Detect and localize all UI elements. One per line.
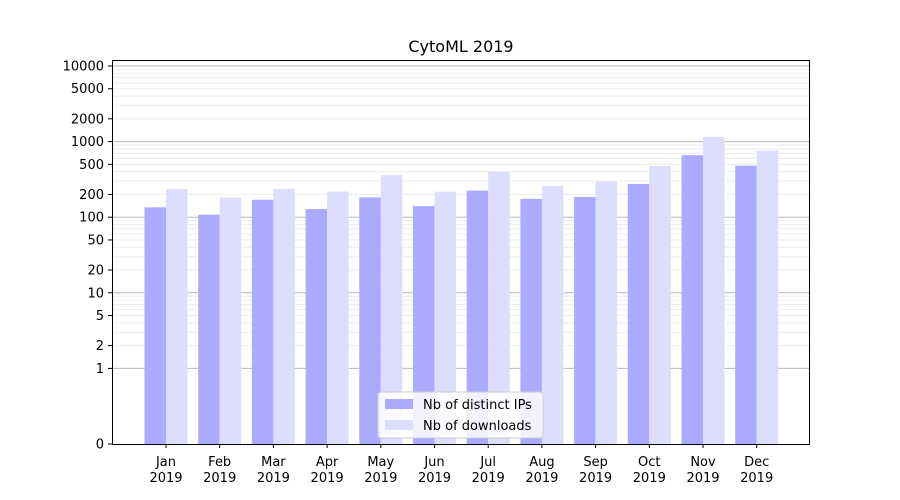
bar-downloads	[434, 191, 456, 444]
legend-box	[377, 391, 544, 439]
y-tick-label: 200	[79, 188, 104, 203]
legend: Nb of distinct IPs Nb of downloads	[377, 391, 544, 439]
x-tick-label: Dec 2019	[740, 455, 773, 486]
bar-downloads	[488, 171, 510, 444]
bar-distinct-ips	[520, 198, 542, 444]
bar-distinct-ips	[413, 206, 435, 444]
legend-label: Nb of distinct IPs	[423, 398, 532, 413]
x-tick-label: Feb 2019	[203, 455, 236, 486]
legend-label: Nb of downloads	[423, 419, 532, 434]
bar-distinct-ips	[359, 197, 381, 444]
y-tick-label: 20	[87, 264, 104, 279]
y-tick-label: 1	[96, 362, 104, 377]
y-tick-label: 100	[79, 211, 104, 226]
y-tick-label: 1000	[71, 135, 104, 150]
y-tick-label: 10	[87, 286, 104, 301]
bar-distinct-ips	[144, 207, 166, 444]
y-tick-label: 10000	[63, 59, 104, 74]
bars	[144, 136, 779, 445]
y-axis: 0 1 2 5 10 20 50 100 200 500 1000 2000 5000 10000	[63, 59, 112, 453]
bar-downloads	[541, 186, 564, 445]
bar-distinct-ips	[305, 209, 328, 444]
bar-distinct-ips	[735, 165, 757, 444]
bar-distinct-ips	[681, 155, 703, 444]
plot-frame	[112, 60, 810, 445]
x-tick-label: Nov 2019	[686, 455, 719, 486]
y-tick-label: 50	[87, 233, 104, 248]
bar-downloads	[756, 150, 779, 445]
y-tick-label: 5000	[71, 82, 104, 97]
x-tick-label: Aug 2019	[525, 455, 558, 486]
bar-distinct-ips	[198, 214, 220, 444]
x-tick-label: Sep 2019	[579, 455, 612, 486]
x-tick-label: Oct 2019	[633, 455, 666, 486]
legend-swatch	[385, 420, 413, 430]
bar-downloads	[380, 175, 403, 445]
bar-distinct-ips	[466, 190, 489, 444]
x-tick-label: Jun 2019	[418, 455, 451, 486]
x-tick-label: May 2019	[364, 455, 397, 486]
bar-downloads	[327, 191, 349, 444]
bar-downloads	[595, 181, 618, 444]
bar-downloads	[219, 197, 242, 444]
chart-title: CytoML 2019	[408, 37, 513, 56]
bar-downloads	[166, 189, 188, 444]
x-tick-label: Jan 2019	[149, 455, 182, 486]
bar-distinct-ips	[251, 199, 274, 444]
legend-swatch	[385, 399, 413, 409]
bar-distinct-ips	[574, 196, 596, 444]
x-tick-label: Mar 2019	[257, 455, 290, 486]
x-tick-label: Apr 2019	[311, 455, 344, 486]
y-tick-label: 2000	[71, 112, 104, 127]
y-tick-label: 5	[96, 309, 104, 324]
y-tick-label: 0	[96, 438, 104, 453]
y-tick-label: 2	[96, 339, 104, 354]
bar-downloads	[273, 188, 295, 444]
bar-distinct-ips	[627, 183, 650, 444]
x-axis: Jan 2019 Feb 2019 Mar 2019 Apr 2019 May 2019 Jun 20…	[149, 444, 773, 486]
x-tick-label: Jul 2019	[472, 455, 505, 486]
bar-downloads	[703, 136, 725, 444]
bar-downloads	[649, 166, 671, 444]
y-tick-label: 500	[79, 158, 104, 173]
